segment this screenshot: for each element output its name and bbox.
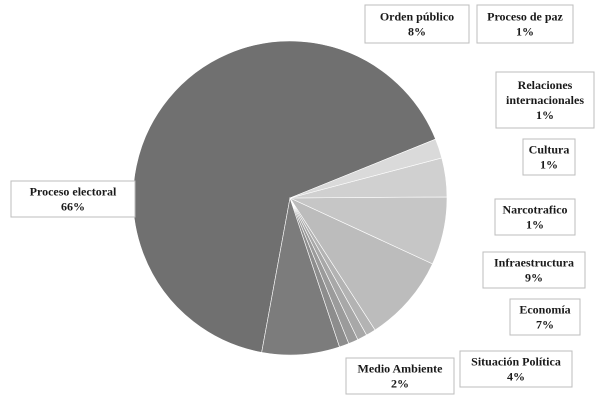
data-label-box xyxy=(509,298,581,336)
slice-category-label: Cultura xyxy=(529,143,570,157)
slice-category-label: Relaciones xyxy=(518,78,573,92)
slice-value-label: 66% xyxy=(61,200,85,214)
slice-category-label: Narcotrafico xyxy=(502,203,567,217)
slice-value-label: 1% xyxy=(526,218,544,232)
slice-value-label: 1% xyxy=(540,158,558,172)
data-label-box xyxy=(10,180,136,218)
slice-value-label: 4% xyxy=(507,370,525,384)
slice-category-label: Orden público xyxy=(380,10,454,24)
slice-value-label: 7% xyxy=(536,318,554,332)
data-label-box xyxy=(364,4,470,44)
slice-category-label: Situación Política xyxy=(471,355,561,369)
slice-value-label: 2% xyxy=(391,377,409,391)
pie-slices xyxy=(132,40,448,356)
slice-value-label: 1% xyxy=(516,25,534,39)
slice-category-label: Economía xyxy=(519,303,570,317)
data-label-box xyxy=(482,251,586,289)
slice-category-label: Proceso de paz xyxy=(487,10,563,24)
pie-slice-infraestructura xyxy=(289,197,433,331)
slice-value-label: 9% xyxy=(525,271,543,285)
pie-slice-proceso-electoral xyxy=(132,40,436,353)
slice-category-label: Medio Ambiente xyxy=(358,362,444,376)
pie-slice-medio-ambiente xyxy=(289,138,443,199)
slice-category-label: Infraestructura xyxy=(494,256,574,270)
data-label-box xyxy=(345,357,455,395)
data-label-box xyxy=(459,350,573,388)
slice-category-label: Proceso electoral xyxy=(30,185,117,199)
data-label-box xyxy=(522,138,576,176)
slice-value-label: 1% xyxy=(536,108,554,122)
slice-category-label: internacionales xyxy=(506,93,584,107)
data-label-box xyxy=(495,71,595,129)
slice-value-label: 8% xyxy=(408,25,426,39)
data-label-box xyxy=(476,4,574,44)
data-label-box xyxy=(494,198,576,236)
